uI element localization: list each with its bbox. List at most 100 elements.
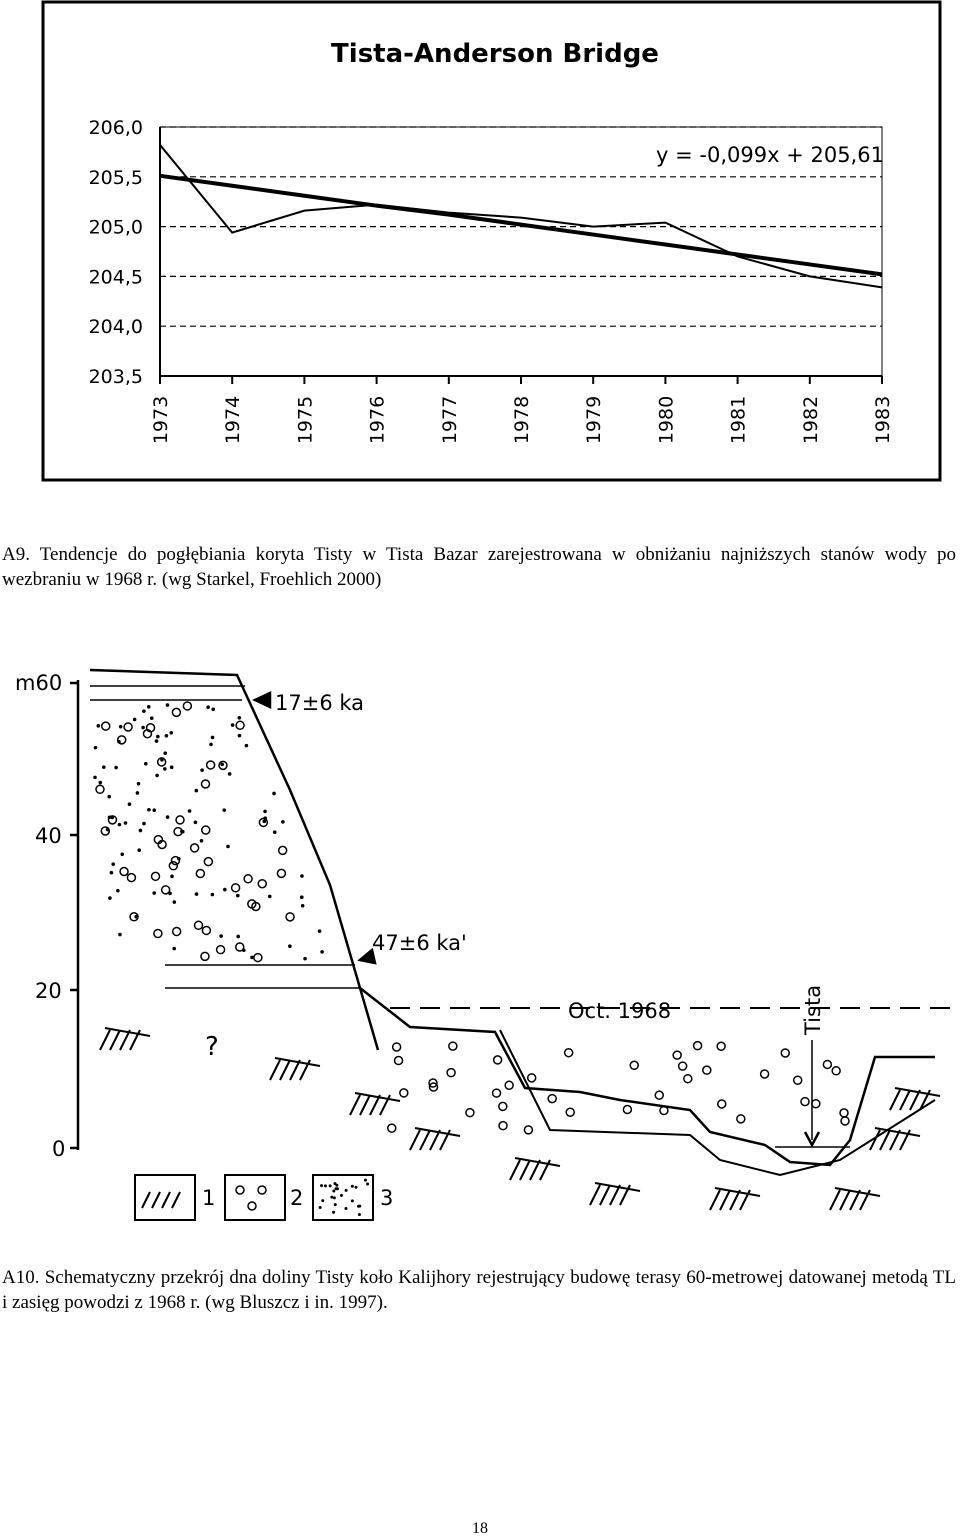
legend-sand bbox=[363, 1178, 367, 1182]
sand bbox=[152, 808, 157, 812]
sand bbox=[317, 929, 322, 933]
sand bbox=[172, 946, 176, 951]
bedrock-hatch bbox=[829, 1189, 841, 1211]
gravel bbox=[253, 952, 263, 963]
gravel bbox=[200, 825, 211, 835]
bedrock-hatch bbox=[269, 1059, 281, 1081]
question-mark: ? bbox=[205, 1032, 219, 1062]
sand bbox=[194, 892, 199, 896]
sand bbox=[107, 815, 112, 820]
gravel bbox=[243, 874, 253, 884]
gravel bbox=[565, 1107, 575, 1117]
sand bbox=[237, 715, 242, 720]
gravel bbox=[629, 1060, 639, 1071]
caption: A9. Tendencje do pogłębiania koryta Tist… bbox=[2, 544, 956, 590]
gravel bbox=[523, 1125, 534, 1135]
gravel bbox=[182, 701, 193, 711]
arrow-head bbox=[803, 1131, 821, 1148]
sand bbox=[226, 844, 230, 849]
gravel bbox=[126, 872, 137, 883]
sand bbox=[117, 822, 122, 827]
x-tick-label: 1973 bbox=[150, 396, 172, 444]
gravel bbox=[276, 868, 287, 879]
x-tick-label: 1974 bbox=[222, 396, 244, 444]
sand bbox=[194, 788, 199, 793]
sand bbox=[110, 815, 115, 820]
bedrock-hatch bbox=[714, 1187, 761, 1197]
sand bbox=[200, 768, 204, 772]
gravel bbox=[195, 868, 206, 879]
sand bbox=[109, 870, 114, 875]
legend-box bbox=[224, 1174, 286, 1221]
legend-gravel bbox=[257, 1185, 267, 1195]
sand bbox=[236, 934, 240, 939]
sand bbox=[98, 780, 103, 785]
legend-label: 3 bbox=[380, 1186, 393, 1210]
bedrock-hatch bbox=[889, 1089, 901, 1111]
legend-sand bbox=[357, 1212, 361, 1216]
gravel bbox=[277, 845, 288, 856]
sand bbox=[163, 767, 167, 771]
sand bbox=[272, 830, 277, 835]
gravel bbox=[189, 843, 200, 853]
sand bbox=[165, 703, 170, 707]
bedrock-hatch bbox=[869, 1129, 881, 1151]
bedrock-hatch bbox=[289, 1059, 301, 1081]
chart-title: Tista-Anderson Bridge bbox=[331, 39, 659, 69]
sand bbox=[172, 900, 177, 904]
y-tick-label: 206,0 bbox=[89, 117, 143, 139]
sand bbox=[303, 956, 307, 961]
gravel bbox=[175, 815, 185, 825]
legend-sand bbox=[320, 1184, 324, 1188]
plot-frame bbox=[159, 126, 883, 377]
legend-label: 1 bbox=[202, 1186, 215, 1210]
sand bbox=[187, 809, 192, 813]
gravel bbox=[257, 878, 268, 889]
gravel bbox=[247, 899, 257, 909]
axis-label: 0 bbox=[52, 1137, 65, 1161]
bedrock-hatch bbox=[369, 1094, 381, 1116]
gravel bbox=[547, 1093, 557, 1104]
gravel bbox=[153, 834, 164, 845]
x-tick-label: 1978 bbox=[511, 396, 533, 444]
sample-marker bbox=[357, 947, 377, 965]
bedrock-hatch bbox=[359, 1094, 371, 1116]
sand bbox=[123, 821, 128, 825]
gravel bbox=[153, 928, 163, 939]
legend-sand bbox=[323, 1184, 327, 1188]
legend-box bbox=[312, 1174, 374, 1221]
gravel bbox=[123, 722, 133, 732]
legend-sand bbox=[358, 1204, 362, 1208]
age-label: 47±6 ka' bbox=[372, 931, 467, 955]
gravel bbox=[393, 1055, 404, 1066]
x-tick-label: 1980 bbox=[655, 396, 677, 444]
bedrock-hatch bbox=[894, 1087, 941, 1097]
sand bbox=[118, 724, 123, 729]
sand bbox=[320, 950, 324, 954]
gravel bbox=[498, 1101, 508, 1112]
legend-sand bbox=[350, 1199, 354, 1203]
sand bbox=[105, 827, 110, 832]
x-tick-label: 1975 bbox=[294, 396, 316, 444]
flood-label: Oct. 1968 bbox=[568, 999, 671, 1023]
sample-marker bbox=[252, 691, 272, 709]
sand bbox=[155, 773, 159, 778]
sand bbox=[170, 874, 174, 879]
gravel bbox=[168, 861, 179, 871]
sand bbox=[237, 733, 242, 738]
sand bbox=[262, 819, 267, 824]
sand bbox=[142, 821, 146, 826]
bedrock-hatch bbox=[839, 1189, 851, 1211]
gravel bbox=[736, 1114, 746, 1124]
gravel bbox=[811, 1098, 821, 1109]
gravel bbox=[387, 1123, 397, 1133]
sand bbox=[211, 707, 216, 712]
legend-sand bbox=[330, 1195, 334, 1199]
legend-sand bbox=[318, 1206, 322, 1210]
gravel bbox=[258, 817, 269, 828]
bedrock-hatch bbox=[589, 1184, 601, 1206]
axis-label: 20 bbox=[35, 979, 62, 1003]
gravel bbox=[200, 779, 211, 789]
sand bbox=[244, 743, 249, 748]
